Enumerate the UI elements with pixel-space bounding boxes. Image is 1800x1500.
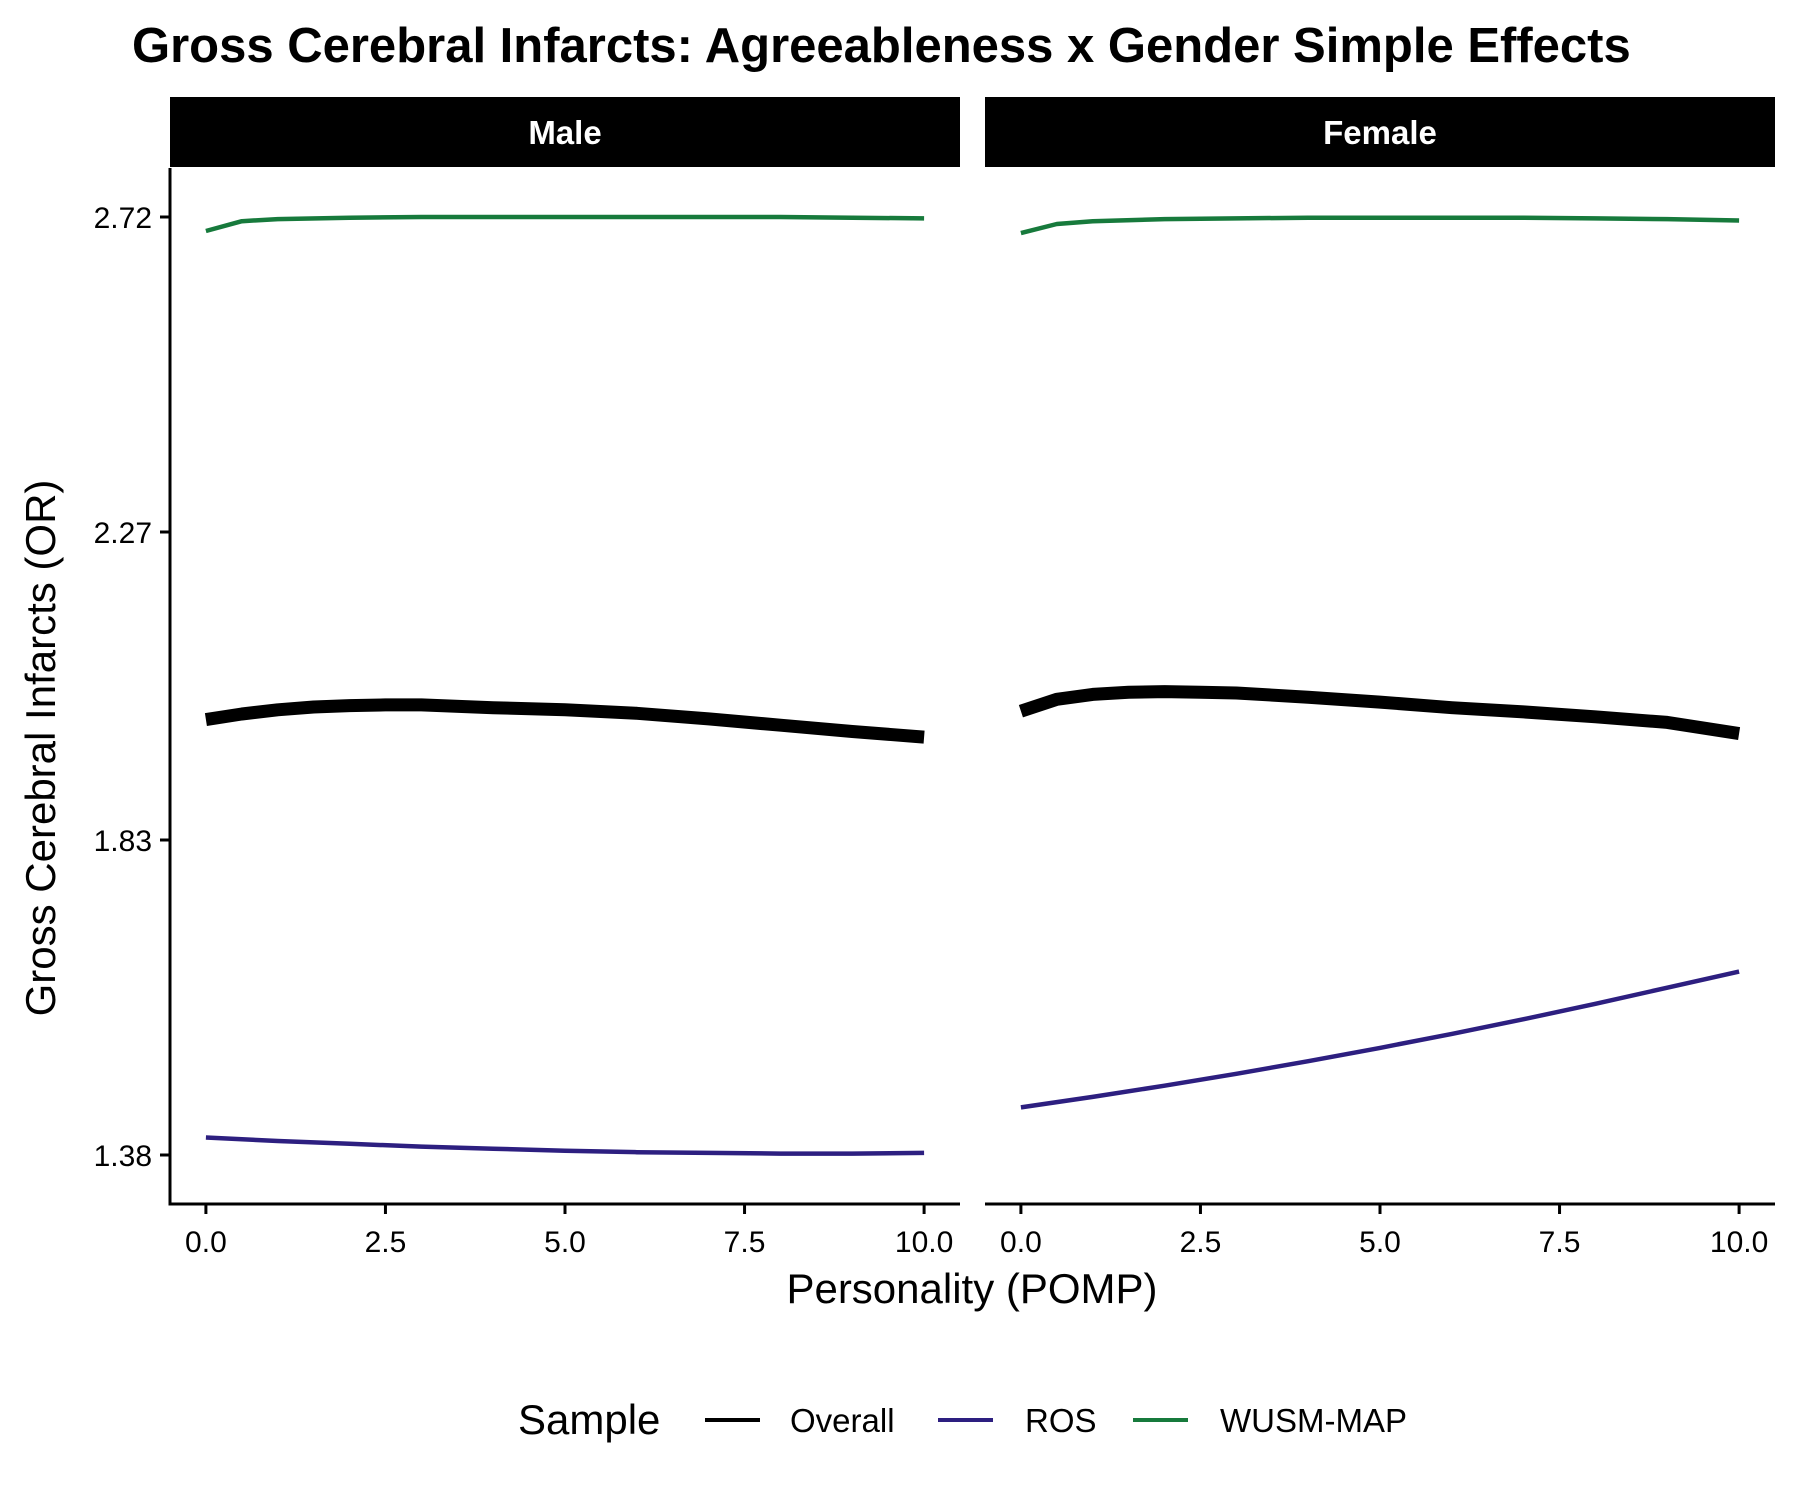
panels: Male Female [170,97,1775,1156]
x-axis-title: Personality (POMP) [786,1265,1157,1312]
x-tick-label-female-1: 2.5 [1180,1226,1222,1259]
axes: 0.0 2.5 5.0 7.5 10.0 0.0 2.5 5.0 7.5 10.0 1.38 1.83… [94,168,1775,1259]
strip-female [985,97,1775,167]
panel-male: Male [170,97,960,1156]
panel-female: Female [985,97,1775,1110]
strip-label-male: Male [528,114,601,151]
x-tick-label-male-0: 0.0 [185,1226,227,1259]
y-tick-label-2: 2.27 [94,517,152,550]
x-tick-label-male-2: 5.0 [544,1226,586,1259]
series-line-wusm-map-male [205,214,925,234]
y-axis-title: Gross Cerebral Infarcts (OR) [17,480,64,1017]
x-tick-label-male-4: 10.0 [895,1226,953,1259]
legend-label-wusm-map: WUSM-MAP [1220,1402,1407,1439]
series-line-overall-male [204,698,925,744]
x-tick-label-female-4: 10.0 [1710,1226,1768,1259]
strip-male [170,97,960,167]
legend: Sample Overall ROS WUSM-MAP [518,1396,1407,1443]
x-tick-label-male-3: 7.5 [724,1226,766,1259]
y-tick-label-1: 1.83 [94,825,152,858]
legend-label-overall: Overall [790,1402,895,1439]
strip-label-female: Female [1323,114,1437,151]
x-tick-label-female-2: 5.0 [1359,1226,1401,1259]
series-line-ros-male [205,1135,925,1156]
legend-label-ros: ROS [1025,1402,1097,1439]
series-line-ros-female [1020,969,1740,1110]
y-tick-label-3: 2.72 [94,202,152,235]
x-tick-label-female-3: 7.5 [1539,1226,1581,1259]
series-line-overall-female [1018,685,1741,741]
series-line-wusm-map-female [1020,215,1740,236]
x-tick-label-female-0: 0.0 [1000,1226,1042,1259]
chart-title: Gross Cerebral Infarcts: Agreeableness x… [132,19,1631,73]
y-tick-label-0: 1.38 [94,1140,152,1173]
x-tick-label-male-1: 2.5 [365,1226,407,1259]
legend-title: Sample [518,1396,660,1443]
